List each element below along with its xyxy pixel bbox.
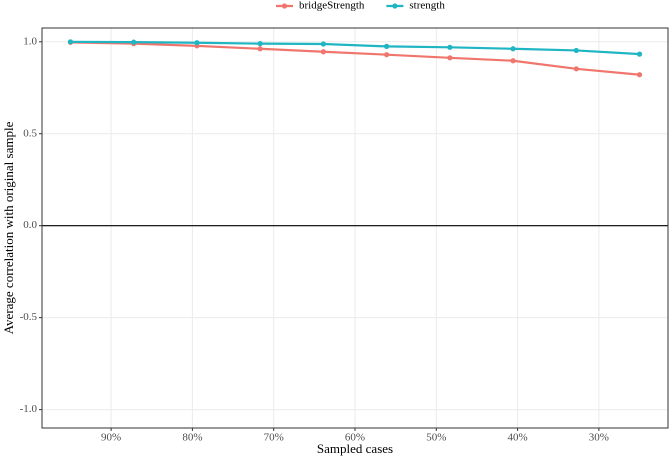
x-tick-label: 70% <box>264 432 284 444</box>
x-tick-label: 60% <box>345 432 365 444</box>
point <box>320 41 326 47</box>
point <box>320 49 326 55</box>
point <box>447 44 453 50</box>
point <box>131 39 137 45</box>
legend-swatch-point <box>281 3 288 9</box>
x-tick-label: 50% <box>426 432 446 444</box>
x-tick-label: 40% <box>508 432 528 444</box>
legend-swatch-point <box>392 3 398 9</box>
point <box>384 43 390 49</box>
y-tick-label: -1.0 <box>20 403 38 415</box>
series-line <box>70 41 640 76</box>
x-tick-label: 90% <box>101 432 121 444</box>
x-tick-label: 30% <box>589 432 609 444</box>
point <box>194 40 200 46</box>
point <box>636 72 643 78</box>
y-axis-title: Average correlation with original sample <box>1 121 16 334</box>
point <box>257 46 263 52</box>
point <box>447 55 453 61</box>
x-tick-label: 80% <box>182 432 202 444</box>
y-tick-label: 0.0 <box>23 219 37 231</box>
panel-border <box>41 27 669 429</box>
point <box>573 47 579 54</box>
legend-label: bridgeStrength <box>299 0 365 12</box>
y-tick-label: 1.0 <box>23 35 37 47</box>
point <box>67 39 74 45</box>
point <box>384 52 390 58</box>
legend-label: strength <box>409 0 445 12</box>
point <box>257 41 263 47</box>
point <box>510 58 516 64</box>
series-line <box>70 40 640 56</box>
point <box>636 51 643 57</box>
x-axis-title: Sampled cases <box>317 441 393 456</box>
y-tick-label: -0.5 <box>20 311 38 323</box>
point <box>510 46 516 52</box>
point <box>573 66 579 72</box>
y-tick-label: 0.5 <box>23 127 37 139</box>
